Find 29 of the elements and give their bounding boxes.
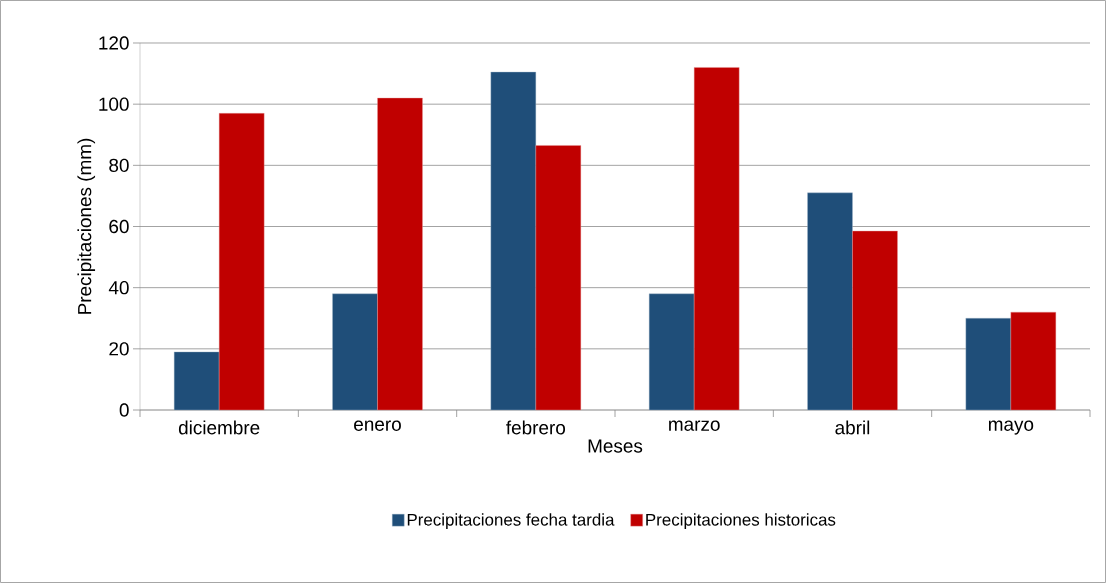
bar — [332, 293, 378, 411]
y-tick-label: 20 — [109, 342, 129, 356]
bar — [173, 351, 220, 411]
bar — [490, 71, 537, 411]
x-tick-label: abril — [835, 420, 870, 435]
bar — [377, 97, 423, 411]
bar — [535, 145, 582, 411]
legend-label: Precipitaciones historicas — [646, 513, 836, 530]
y-tick-label: 0 — [119, 403, 129, 417]
bar — [218, 113, 265, 411]
y-tick-label: 120 — [99, 36, 129, 50]
y-tick-label: 100 — [99, 97, 129, 111]
y-tick-label: 80 — [109, 158, 129, 173]
bar — [965, 318, 1012, 411]
y-tick-label: 40 — [108, 280, 129, 295]
bar — [807, 192, 853, 411]
bar — [852, 230, 898, 411]
x-tick-label: diciembre — [178, 420, 260, 435]
legend-label: Precipitaciones fecha tardia — [407, 513, 615, 530]
x-tick-label: marzo — [669, 420, 720, 431]
bar — [693, 67, 740, 411]
x-tick-label: febrero — [506, 420, 566, 435]
bar — [648, 293, 695, 411]
x-axis-title: Meses — [588, 439, 643, 453]
x-tick-label: mayo — [988, 420, 1034, 435]
bar — [1010, 311, 1057, 411]
x-tick-label: enero — [354, 420, 401, 431]
y-tick-label: 60 — [109, 219, 129, 234]
y-axis-title: Precipitaciones (mm) — [77, 138, 96, 314]
